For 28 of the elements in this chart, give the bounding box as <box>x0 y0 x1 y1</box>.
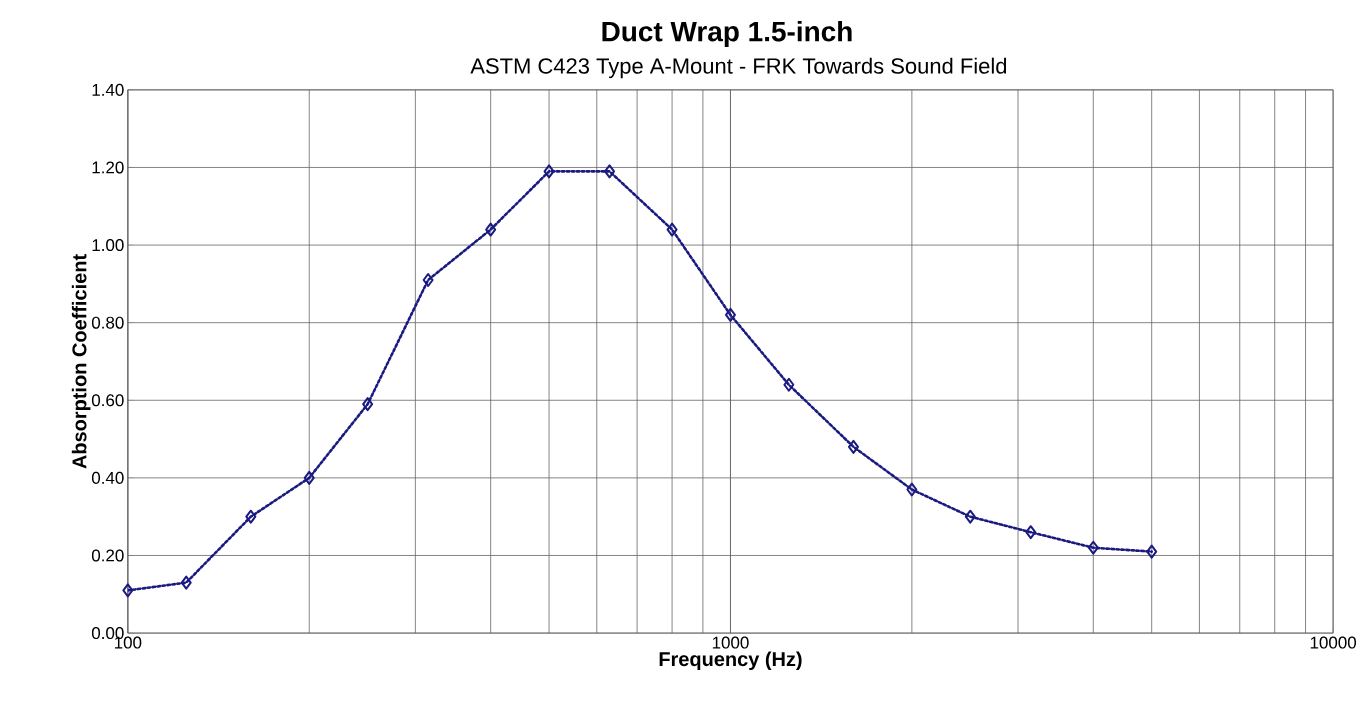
point <box>1025 525 1037 540</box>
x-tick-label: 10000 <box>1310 636 1357 649</box>
chart-subtitle: ASTM C423 Type A-Mount - FRK Towards Sound Field <box>470 57 1007 79</box>
point <box>422 273 434 287</box>
y-tick-label: 1.00 <box>92 239 124 252</box>
point <box>604 164 616 179</box>
point <box>724 307 736 322</box>
y-tick-label: 0.40 <box>91 471 124 484</box>
y-tick-label: 0.20 <box>91 549 124 562</box>
point <box>1087 540 1099 555</box>
point <box>1146 544 1158 559</box>
y-tick-label: 0.60 <box>91 394 124 407</box>
chart-title: Duct Wrap 1.5-inch <box>602 20 852 47</box>
point <box>666 222 678 237</box>
y-tick-label: 0.80 <box>91 316 124 329</box>
point <box>906 482 918 497</box>
y-tick-label: 1.40 <box>92 83 124 96</box>
point <box>964 509 976 524</box>
point <box>122 583 134 598</box>
point <box>543 164 555 179</box>
x-tick-label: 1000 <box>712 636 749 649</box>
point <box>362 397 374 412</box>
x-axis-title: Frequency (Hz) <box>659 651 802 671</box>
y-axis-title: Absorption Coefficient <box>71 254 91 469</box>
point <box>783 377 795 392</box>
point <box>303 470 315 485</box>
point <box>485 222 497 237</box>
y-tick-label: 1.20 <box>92 161 124 174</box>
